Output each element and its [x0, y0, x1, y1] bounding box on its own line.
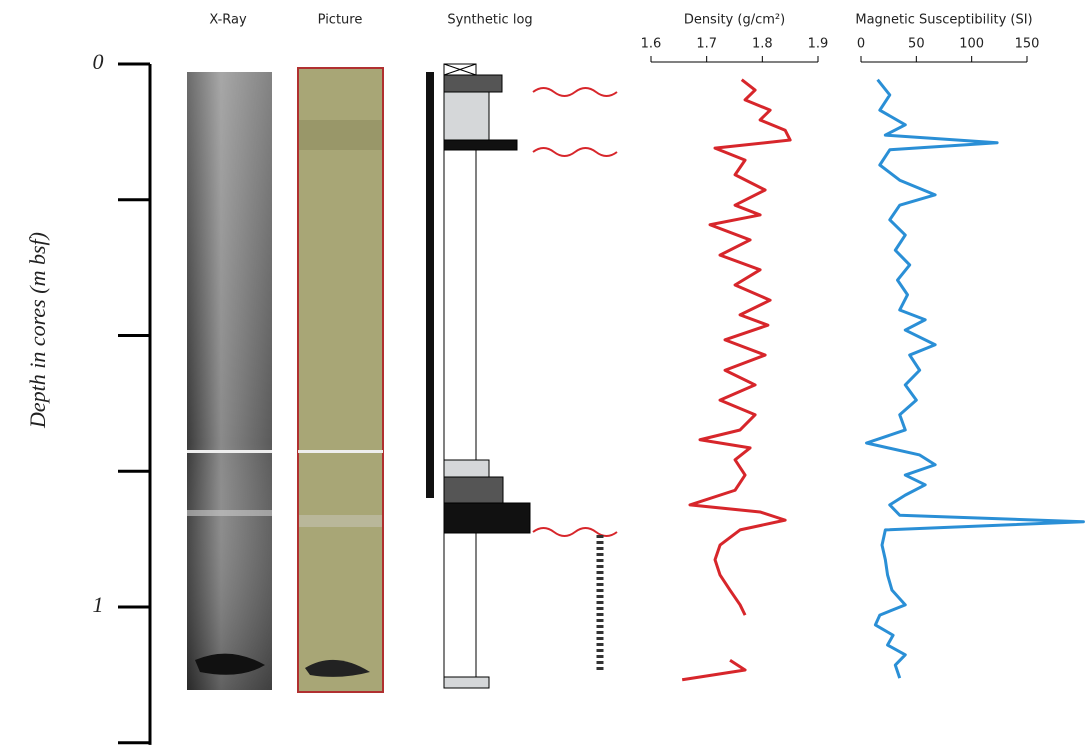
column-header: X-Ray	[209, 13, 247, 28]
x-tick-label: 150	[1015, 37, 1040, 52]
xray-image	[187, 72, 272, 690]
chart-title: Magnetic Susceptibility (SI)	[855, 13, 1032, 28]
chart-title: Density (g/cm²)	[684, 13, 785, 28]
column-header: Synthetic log	[447, 13, 532, 28]
y-axis-label: Depth in cores (m bsf)	[25, 232, 50, 429]
y-tick-label: 0	[93, 49, 104, 74]
x-tick-label: 1.7	[696, 37, 717, 52]
core-picture	[297, 67, 384, 693]
profile-line	[865, 78, 1085, 679]
x-tick-label: 1.9	[808, 37, 829, 52]
column-header: Picture	[318, 13, 363, 28]
profile-line	[688, 78, 792, 616]
profile-line	[681, 658, 747, 682]
x-tick-label: 1.8	[752, 37, 773, 52]
x-tick-label: 100	[959, 37, 984, 52]
y-tick-label: 1	[93, 592, 104, 617]
x-tick-label: 0	[857, 37, 865, 52]
x-tick-label: 1.6	[641, 37, 662, 52]
synthetic-log	[426, 63, 618, 689]
x-tick-label: 50	[908, 37, 925, 52]
